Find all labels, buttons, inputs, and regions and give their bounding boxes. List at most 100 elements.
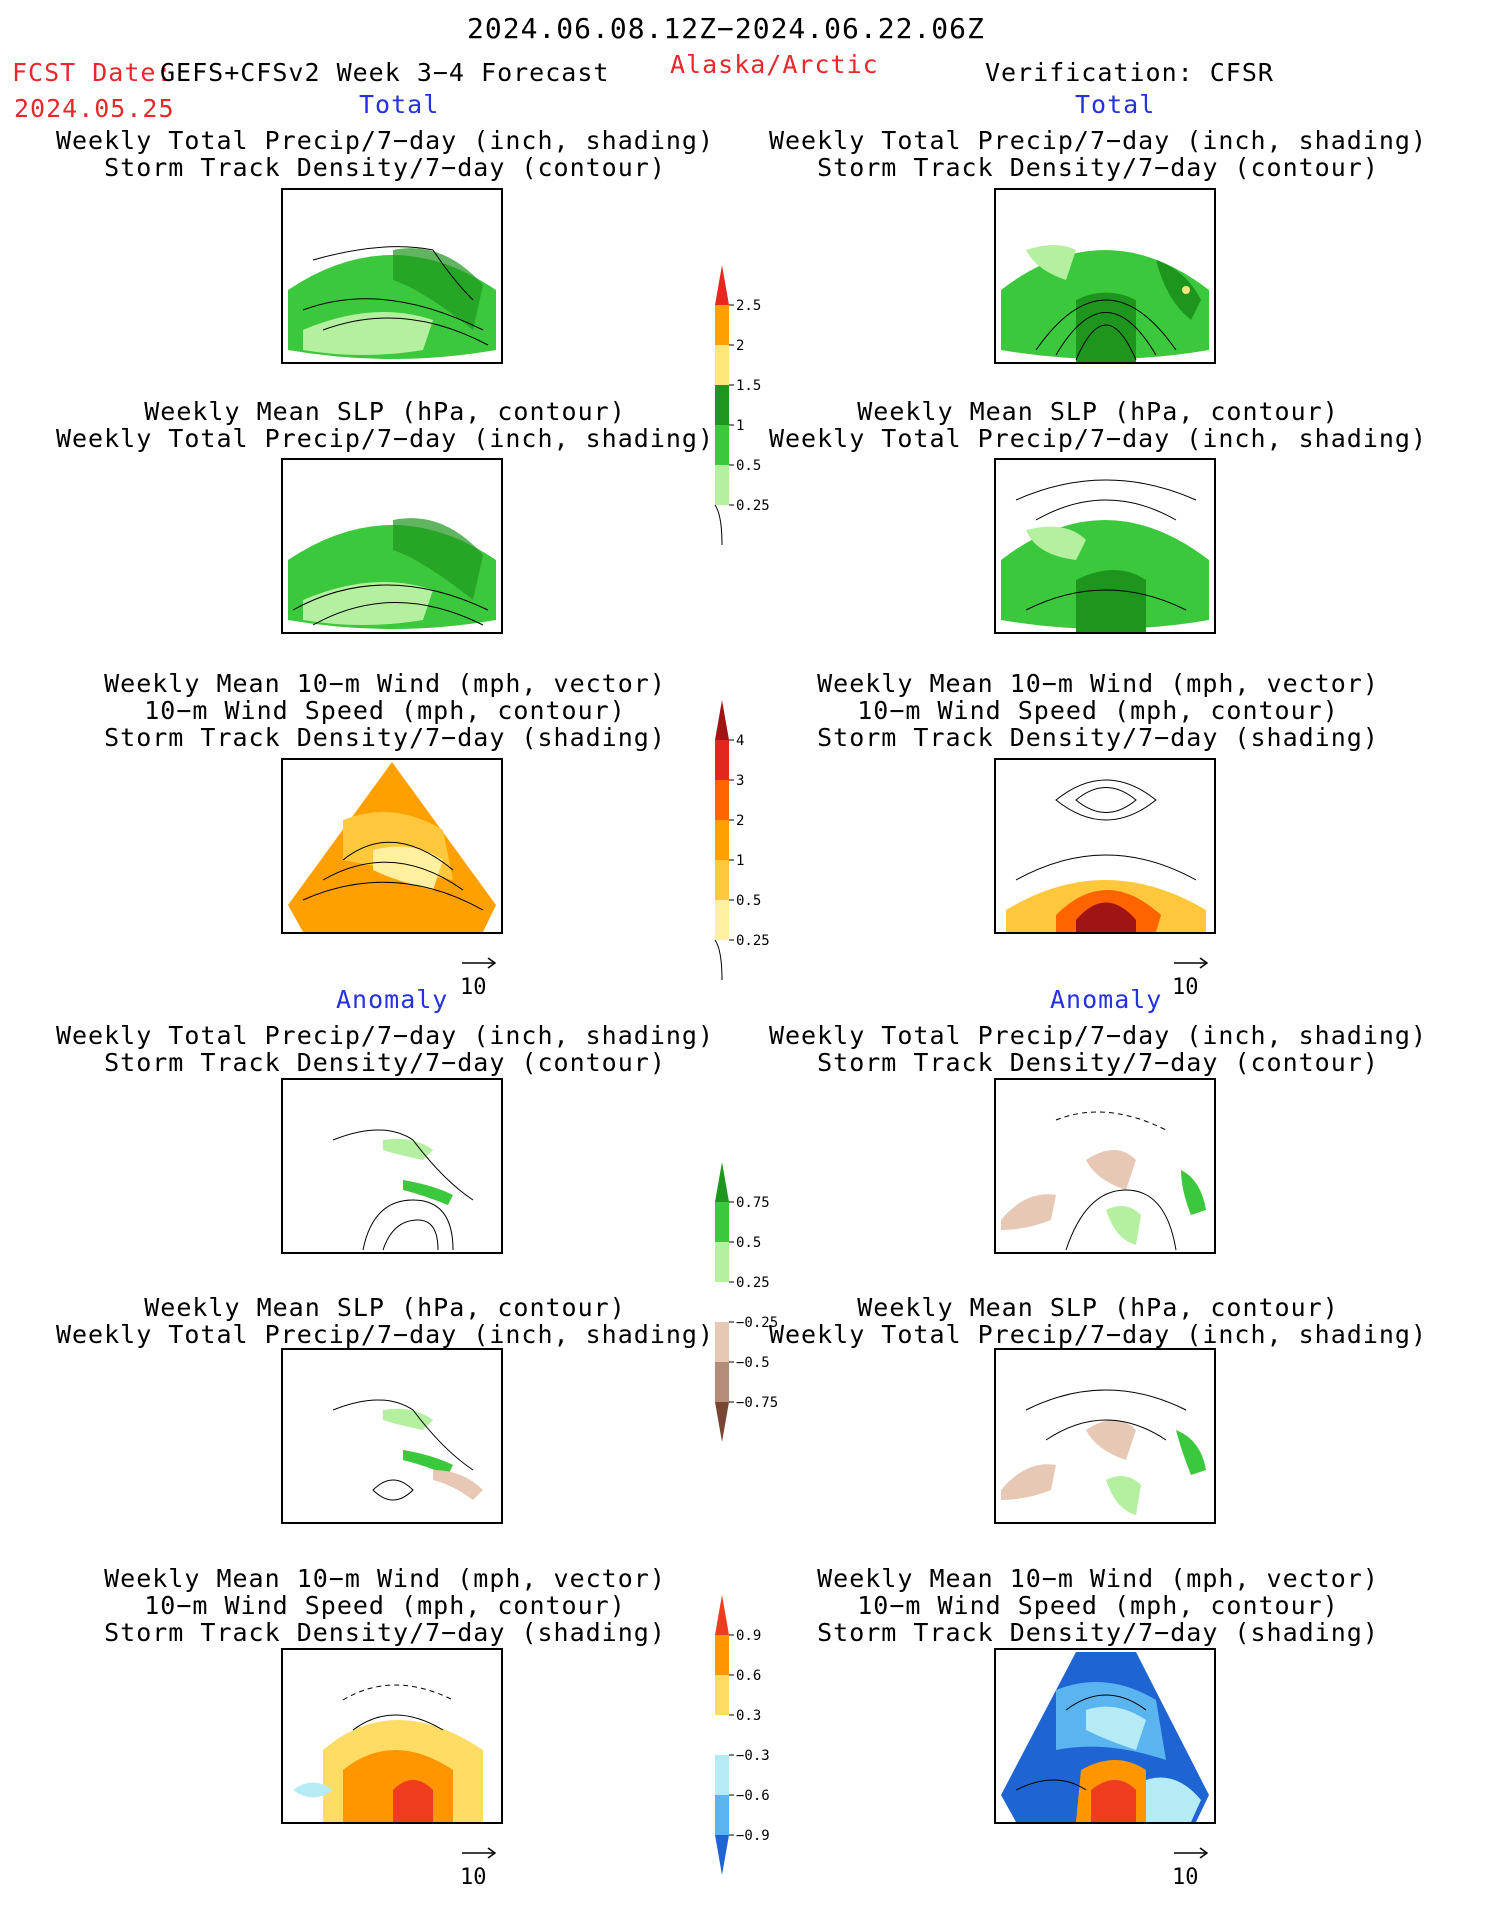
title-wind-storm-anom-fcst: Weekly Mean 10−m Wind (mph, vector) 10−m… xyxy=(104,1564,666,1647)
colorbar-tail xyxy=(714,504,723,546)
map-wind-anom-fcst xyxy=(281,1648,503,1824)
vector-ref-label: 10 xyxy=(1172,1865,1199,1890)
section-total-right: Total xyxy=(1075,90,1156,119)
title-slp-precip-total-verif: Weekly Mean SLP (hPa, contour) Weekly To… xyxy=(768,397,1428,453)
colorbar-label: 0.25 xyxy=(736,498,770,514)
colorbar-swatch xyxy=(715,860,729,900)
colorbar-swatch xyxy=(715,780,729,820)
colorbar-label: −0.3 xyxy=(736,1748,770,1764)
colorbar-swatch xyxy=(715,1282,729,1322)
map-precip-anom-fcst xyxy=(281,1078,503,1254)
map-precip-total-verif xyxy=(994,188,1216,364)
colorbar-label: −0.9 xyxy=(736,1828,770,1844)
vector-ref-anom-fcst: 10 xyxy=(460,1840,500,1890)
title-slp-precip-anom-verif: Weekly Mean SLP (hPa, contour) Weekly To… xyxy=(768,1293,1428,1349)
fcst-date-label: FCST Date: xyxy=(12,58,173,87)
colorbar-label: 0.9 xyxy=(736,1628,761,1644)
colorbar-label: 0.3 xyxy=(736,1708,761,1724)
colorbar-label: −0.6 xyxy=(736,1788,770,1804)
region-label: Alaska/Arctic xyxy=(670,50,879,79)
title-precip-storm-anom-fcst: Weekly Total Precip/7−day (inch, shading… xyxy=(55,1021,715,1077)
map-wind-anom-verif xyxy=(994,1648,1216,1824)
colorbar-swatch xyxy=(715,1675,729,1715)
colorbar-label: 0.5 xyxy=(736,458,761,474)
colorbar-swatch xyxy=(715,740,729,780)
verification-label: Verification: CFSR xyxy=(985,58,1274,87)
colorbar-swatch xyxy=(715,465,729,505)
colorbar-wedge-top xyxy=(715,1162,729,1202)
vector-ref-anom-verif: 10 xyxy=(1172,1840,1212,1890)
colorbar-label: 0.6 xyxy=(736,1668,761,1684)
colorbar-swatch xyxy=(715,305,729,345)
title-slp-precip-anom-fcst: Weekly Mean SLP (hPa, contour) Weekly To… xyxy=(55,1293,715,1349)
colorbar-wedge-top xyxy=(715,265,729,305)
colorbar-wedge-top xyxy=(715,1595,729,1635)
map-wind-total-verif xyxy=(994,758,1216,934)
colorbar-label: 1.5 xyxy=(736,378,761,394)
map-precip-total-fcst xyxy=(281,188,503,364)
map-slp-anom-fcst xyxy=(281,1348,503,1524)
colorbar-tail xyxy=(714,939,723,981)
colorbar-swatch xyxy=(715,345,729,385)
colorbar-swatch xyxy=(715,900,729,940)
colorbar-label: 4 xyxy=(736,733,744,749)
colorbar-swatch xyxy=(715,1635,729,1675)
colorbar-wedge-bottom xyxy=(715,1402,729,1442)
colorbar-label: 0.75 xyxy=(736,1195,770,1211)
title-precip-storm-total-verif: Weekly Total Precip/7−day (inch, shading… xyxy=(768,126,1428,182)
colorbar-swatch xyxy=(715,1362,729,1402)
colorbar-label: −0.5 xyxy=(736,1355,770,1371)
colorbar-swatch xyxy=(715,385,729,425)
title-wind-storm-anom-verif: Weekly Mean 10−m Wind (mph, vector) 10−m… xyxy=(817,1564,1379,1647)
vector-ref-label: 10 xyxy=(460,1865,487,1890)
colorbar-swatch xyxy=(715,820,729,860)
colorbar-label: 0.25 xyxy=(736,1275,770,1291)
colorbar-precip-total: 2.5 2 1.5 1 0.5 0.25 xyxy=(714,265,805,549)
colorbar-label: 1 xyxy=(736,853,744,869)
vector-ref-total-fcst: 10 xyxy=(460,950,500,1000)
colorbar-swatch xyxy=(715,1202,729,1242)
colorbar-swatch xyxy=(715,425,729,465)
title-wind-storm-total-verif: Weekly Mean 10−m Wind (mph, vector) 10−m… xyxy=(817,669,1379,752)
colorbar-label: 0.5 xyxy=(736,1235,761,1251)
colorbar-swatch xyxy=(715,1322,729,1362)
colorbar-storm-anom: 0.9 0.6 0.3 −0.3 −0.6 −0.9 xyxy=(715,1595,805,1879)
colorbar-label: −0.25 xyxy=(736,1315,778,1331)
vector-ref-label: 10 xyxy=(460,975,487,1000)
colorbar-swatch xyxy=(715,1242,729,1282)
map-wind-total-fcst xyxy=(281,758,503,934)
arrow-icon xyxy=(462,1847,497,1859)
section-anomaly-right: Anomaly xyxy=(1050,985,1163,1014)
model-title: GEFS+CFSv2 Week 3−4 Forecast xyxy=(160,58,610,87)
section-total-left: Total xyxy=(359,90,440,119)
colorbar-wedge-top xyxy=(715,700,729,740)
colorbar-storm-total: 4 3 2 1 0.5 0.25 xyxy=(714,700,805,984)
colorbar-label: 2.5 xyxy=(736,298,761,314)
colorbar-label: 3 xyxy=(736,773,744,789)
colorbar-swatch xyxy=(715,1715,729,1755)
colorbar-label: 2 xyxy=(736,338,744,354)
colorbar-label: −0.75 xyxy=(736,1395,778,1411)
arrow-icon xyxy=(1174,1847,1209,1859)
section-anomaly-left: Anomaly xyxy=(336,985,449,1014)
map-precip-anom-verif xyxy=(994,1078,1216,1254)
forecast-period: 2024.06.08.12Z−2024.06.22.06Z xyxy=(467,12,985,45)
colorbar-swatch xyxy=(715,1755,729,1795)
colorbar-label: 2 xyxy=(736,813,744,829)
title-slp-precip-total-fcst: Weekly Mean SLP (hPa, contour) Weekly To… xyxy=(55,397,715,453)
title-precip-storm-total-fcst: Weekly Total Precip/7−day (inch, shading… xyxy=(55,126,715,182)
map-slp-anom-verif xyxy=(994,1348,1216,1524)
colorbar-label: 0.25 xyxy=(736,933,770,949)
map-slp-total-verif xyxy=(994,458,1216,634)
colorbar-label: 1 xyxy=(736,418,744,434)
title-wind-storm-total-fcst: Weekly Mean 10−m Wind (mph, vector) 10−m… xyxy=(104,669,666,752)
colorbar-label: 0.5 xyxy=(736,893,761,909)
title-precip-storm-anom-verif: Weekly Total Precip/7−day (inch, shading… xyxy=(768,1021,1428,1077)
arrow-icon xyxy=(1174,957,1209,969)
colorbar-precip-anom: 0.75 0.5 0.25 −0.25 −0.5 −0.75 xyxy=(715,1162,805,1446)
arrow-icon xyxy=(462,957,497,969)
map-slp-total-fcst xyxy=(281,458,503,634)
colorbar-swatch xyxy=(715,1795,729,1835)
vector-ref-label: 10 xyxy=(1172,975,1199,1000)
vector-ref-total-verif: 10 xyxy=(1172,950,1212,1000)
